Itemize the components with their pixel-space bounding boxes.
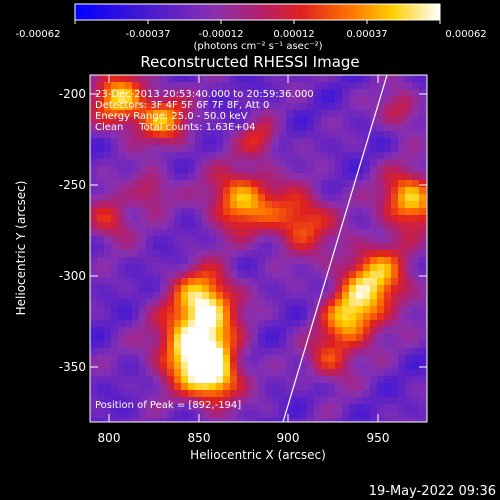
y-axis-label: Heliocentric Y (arcsec)	[14, 181, 28, 316]
colorbar-units: (photons cm⁻² s⁻¹ asec⁻²)	[193, 41, 322, 52]
clean-counts-text: Clean Total counts: 1.63E+04	[95, 122, 255, 133]
y-tick-label: -250	[59, 178, 86, 192]
y-tick-label: -300	[59, 269, 86, 283]
colorbar-tick-label: -0.00062	[16, 29, 61, 40]
colorbar-ticks	[74, 20, 441, 24]
x-tick-label: 800	[98, 431, 121, 445]
image-title: Reconstructed RHESSI Image	[140, 53, 359, 71]
energy-range-text: Energy Range: 25.0 - 50.0 keV	[95, 111, 248, 122]
solar-heatmap	[90, 75, 427, 422]
x-tick-label: 850	[188, 431, 211, 445]
detectors-text: Detectors: 3F 4F 5F 6F 7F 8F, Att 0	[95, 100, 269, 111]
x-axis-label: Heliocentric X (arcsec)	[190, 448, 326, 462]
info-overlay: 23-Dec-2013 20:53:40.000 to 20:59:36.000…	[95, 89, 314, 411]
y-axis-ticks	[90, 93, 427, 368]
colorbar-tick-label: 0.00012	[273, 29, 314, 40]
x-axis-ticks	[108, 75, 379, 422]
colorbar-tick-label: 0.00062	[445, 29, 486, 40]
peak-position-text: Position of Peak = [892,-194]	[95, 400, 241, 411]
colorbar-tick-label: -0.00037	[126, 29, 171, 40]
solar-limb-line	[282, 75, 388, 422]
colorbar-tick-label: 0.00037	[346, 29, 387, 40]
time-range-text: 23-Dec-2013 20:53:40.000 to 20:59:36.000	[95, 89, 314, 100]
colorbar	[74, 3, 441, 21]
y-tick-label: -350	[59, 360, 86, 374]
colorbar-tick-label: -0.00012	[199, 29, 244, 40]
y-tick-label: -200	[59, 87, 86, 101]
x-tick-label: 900	[277, 431, 300, 445]
x-tick-label: 950	[367, 431, 390, 445]
footer-date: 19-May-2022 09:36	[369, 484, 496, 499]
plot-frame	[89, 74, 428, 423]
